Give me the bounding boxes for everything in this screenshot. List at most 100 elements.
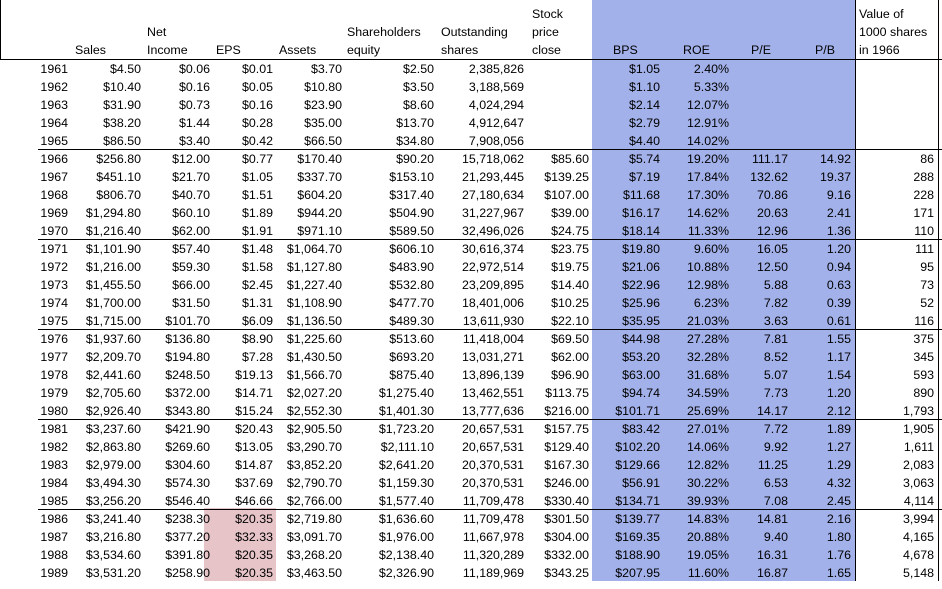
cell-roe: 14.06% [686,440,729,454]
cell-shares: 4,024,294 [468,98,524,112]
cell-year: 1975 [40,314,68,328]
cell-shares: 11,667,978 [462,530,524,544]
cell-eps: $14.71 [235,386,273,400]
cell-bps: $129.66 [615,458,660,472]
cell-sales: $3,241.40 [85,512,141,526]
cell-year: 1963 [40,98,68,112]
cell-year: 1988 [40,548,68,562]
table-row: 1976 $1,937.60 $136.80 $8.90 $1,225.60 $513.6… [0,330,942,348]
header-value-1000-shares: Value of 1000 shares in 1966 [859,7,928,57]
cell-value-1000-shares: 86 [920,152,934,166]
cell-pe: 111.17 [751,152,788,166]
cell-assets: $10.80 [304,80,342,94]
cell-equity: $317.40 [389,188,434,202]
cell-eps: $6.09 [241,314,273,328]
cell-equity: $90.20 [396,152,434,166]
cell-shares: 11,189,969 [462,566,524,580]
cell-shares: 13,611,930 [462,314,524,328]
cell-year: 1970 [40,224,68,238]
cell-roe: 19.05% [686,548,729,562]
cell-roe: 19.20% [686,152,729,166]
cell-eps: $0.28 [241,116,273,130]
left-header-border [0,0,1,60]
cell-year: 1989 [40,566,68,580]
cell-bps: $19.80 [622,242,660,256]
group-divider [38,239,942,240]
header-divider [0,59,942,60]
cell-net-income: $258.90 [165,566,210,580]
cell-year: 1982 [40,440,68,454]
cell-pe: 20.63 [756,206,788,220]
cell-year: 1981 [40,422,68,436]
cell-bps: $1.10 [628,80,660,94]
cell-bps: $18.14 [622,224,660,238]
table-row: 1969 $1,294.80 $60.10 $1.89 $944.20 $504.90 31… [0,204,942,222]
cell-shares: 32,496,026 [461,224,524,238]
cell-pe: 12.96 [756,224,788,238]
cell-roe: 31.68% [686,368,729,382]
header-net-income: Net Income [147,25,188,57]
table-row: 1961 $4.50 $0.06 $0.01 $3.70 $2.50 2,385,826 $1… [0,60,942,78]
cell-pe: 16.31 [756,548,788,562]
cell-assets: $66.50 [304,134,342,148]
cell-price: $39.00 [551,206,589,220]
cell-sales: $1,216.40 [85,224,141,238]
cell-net-income: $377.20 [165,530,210,544]
cell-pb: 9.16 [826,188,851,202]
cell-eps: $20.43 [235,422,273,436]
cell-value-1000-shares: 890 [913,386,934,400]
cell-year: 1986 [40,512,68,526]
cell-sales: $1,715.00 [85,314,141,328]
cell-shares: 27,180,634 [461,188,524,202]
cell-net-income: $136.80 [165,332,210,346]
cell-shares: 13,896,139 [461,368,524,382]
cell-year: 1971 [40,242,68,256]
cell-sales: $3,531.20 [85,566,141,580]
cell-pe: 8.52 [763,350,788,364]
cell-price: $22.10 [551,314,589,328]
cell-sales: $2,863.80 [85,440,141,454]
cell-year: 1987 [40,530,68,544]
cell-price: $216.00 [544,404,589,418]
cell-equity: $1,577.40 [378,494,434,508]
table-row: 1972 $1,216.00 $59.30 $1.58 $1,127.80 $483.90… [0,258,942,276]
cell-eps: $7.28 [241,350,273,364]
cell-value-1000-shares: 3,994 [902,512,934,526]
cell-assets: $2,905.50 [286,422,342,436]
cell-pe: 6.53 [763,476,788,490]
cell-pb: 1.54 [826,368,851,382]
cell-value-1000-shares: 171 [913,206,934,220]
cell-assets: $3,268.20 [286,548,342,562]
cell-eps: $1.31 [241,296,273,310]
cell-equity: $13.70 [396,116,434,130]
cell-pb: 1.36 [826,224,851,238]
group-divider [38,509,942,510]
cell-sales: $1,101.90 [85,242,141,256]
cell-sales: $2,705.60 [85,386,141,400]
cell-pe: 7.82 [763,296,788,310]
cell-net-income: $0.06 [178,62,210,76]
cell-year: 1985 [40,494,68,508]
cell-assets: $1,064.70 [286,242,342,256]
cell-pe: 14.17 [756,404,788,418]
cell-value-1000-shares: 345 [913,350,934,364]
cell-sales: $1,455.50 [85,278,141,292]
cell-price: $23.75 [551,242,589,256]
cell-roe: 5.33% [693,80,729,94]
cell-net-income: $21.70 [172,170,210,184]
table-row: 1988 $3,534.60 $391.80 $20.35 $3,268.20 $2,13… [0,546,942,564]
cell-value-1000-shares: 375 [913,332,934,346]
cell-shares: 4,912,647 [468,116,524,130]
cell-equity: $504.90 [389,206,434,220]
cell-pb: 2.41 [826,206,851,220]
cell-net-income: $12.00 [172,152,210,166]
cell-value-1000-shares: 5,148 [902,566,934,580]
cell-value-1000-shares: 73 [920,278,934,292]
cell-eps: $32.33 [235,530,273,544]
cell-roe: 12.82% [686,458,729,472]
cell-price: $24.75 [551,224,589,238]
cell-equity: $1,636.60 [378,512,434,526]
table-row: 1965 $86.50 $3.40 $0.42 $66.50 $34.80 7,908,05… [0,132,942,150]
cell-eps: $1.48 [241,242,273,256]
cell-roe: 14.62% [686,206,729,220]
